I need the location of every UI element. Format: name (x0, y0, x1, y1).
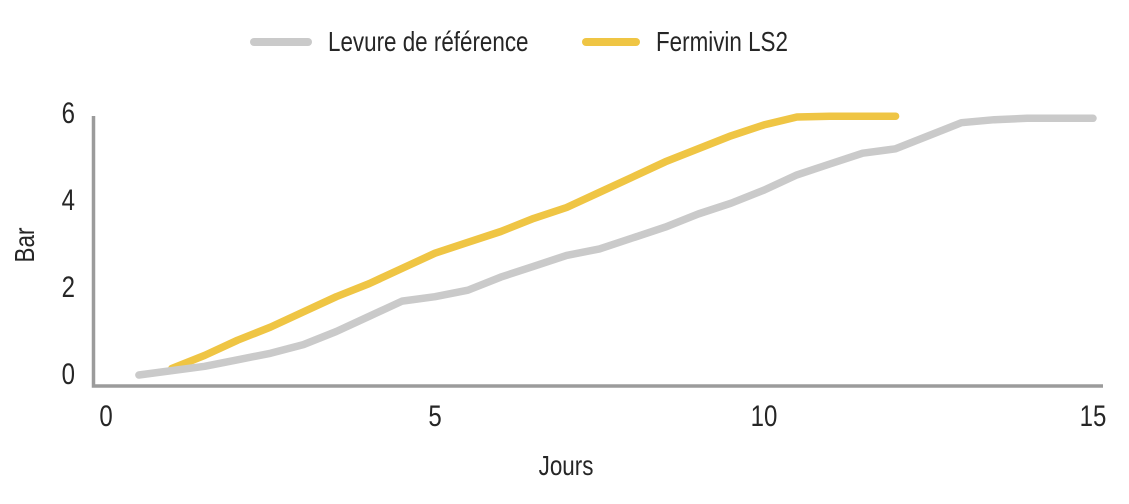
y-tick-label-4: 4 (61, 184, 75, 217)
axis-lines (91, 116, 1103, 388)
x-tick-label-15: 15 (1079, 400, 1107, 433)
x-tick-label-10: 10 (750, 400, 778, 433)
legend-item-levure-de-r-f-rence: Levure de référence (250, 26, 579, 58)
y-axis-title: Bar (9, 227, 40, 263)
legend-swatch-icon (582, 38, 640, 46)
x-axis-title: Jours (538, 450, 594, 481)
series-line-fermivin-ls2 (168, 112, 900, 373)
y-tick-label-2: 2 (61, 271, 75, 304)
x-tick-label-5: 5 (428, 400, 442, 433)
legend-swatch-icon (250, 38, 312, 46)
series-line-levure-de-r-f-rence (135, 114, 1097, 379)
y-tick-label-6: 6 (61, 97, 75, 130)
y-tick-label-0: 0 (61, 358, 75, 391)
legend-label: Fermivin LS2 (656, 26, 788, 57)
x-tick-label-0: 0 (99, 400, 113, 433)
legend-label: Levure de référence (328, 26, 529, 57)
legend-item-fermivin-ls2: Fermivin LS2 (582, 26, 821, 58)
